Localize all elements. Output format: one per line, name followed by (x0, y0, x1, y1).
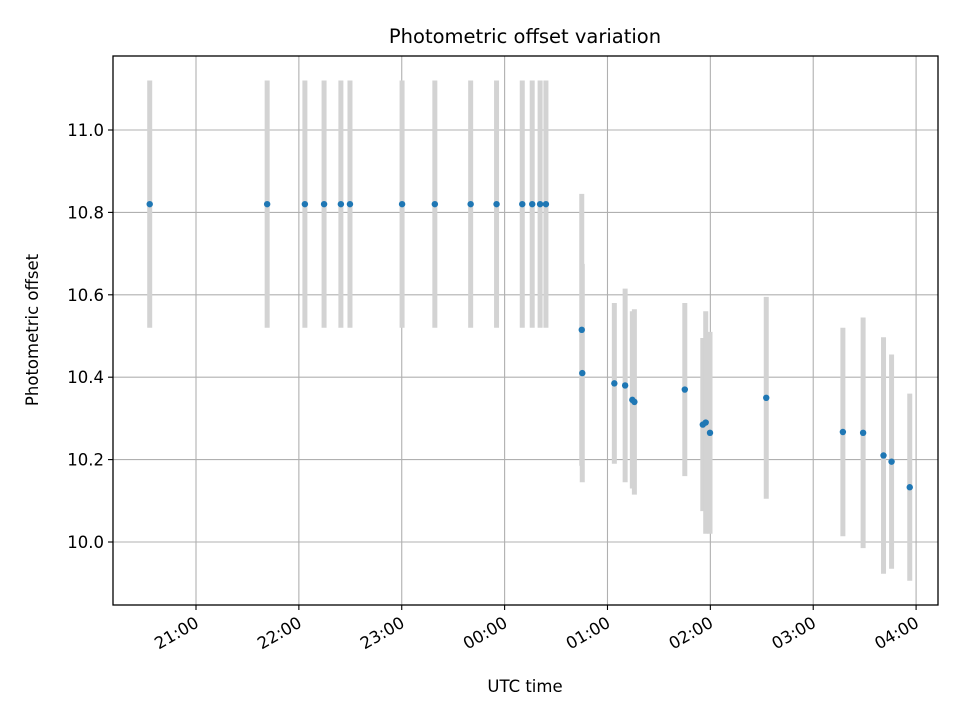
data-point (320, 200, 328, 208)
data-point (702, 419, 709, 426)
chart-title: Photometric offset variation (389, 25, 661, 48)
x-axis-label: UTC time (487, 677, 562, 696)
data-point (621, 382, 629, 389)
point-layer (146, 200, 913, 491)
data-point (529, 200, 536, 208)
data-point (467, 200, 474, 208)
data-point (859, 429, 867, 437)
data-point (346, 200, 354, 208)
data-point (578, 326, 585, 334)
y-tick-label: 11.0 (67, 121, 104, 140)
data-point (611, 380, 618, 387)
data-point (763, 394, 770, 401)
data-point (906, 484, 913, 491)
y-tick-label: 10.4 (67, 368, 104, 387)
data-point (519, 200, 526, 208)
data-point (579, 369, 586, 377)
grid-layer (113, 56, 938, 605)
data-point (431, 200, 439, 208)
y-tick-label: 10.8 (67, 203, 104, 222)
y-tick-label: 10.2 (67, 451, 104, 470)
data-point (301, 200, 309, 208)
y-tick-label: 10.0 (67, 533, 104, 552)
data-point (398, 200, 406, 208)
data-point (542, 200, 550, 208)
data-point (880, 452, 887, 459)
data-point (146, 200, 153, 208)
data-point (263, 200, 271, 208)
data-point (706, 429, 714, 437)
y-axis-label: Photometric offset (23, 253, 42, 406)
data-point (681, 386, 689, 393)
plot-frame (112, 55, 939, 606)
data-point (493, 200, 500, 208)
y-tick-label: 10.6 (67, 286, 104, 305)
data-point (536, 200, 544, 208)
data-point (888, 458, 895, 465)
data-point (839, 428, 847, 436)
data-point (631, 398, 638, 406)
data-point (337, 200, 345, 208)
